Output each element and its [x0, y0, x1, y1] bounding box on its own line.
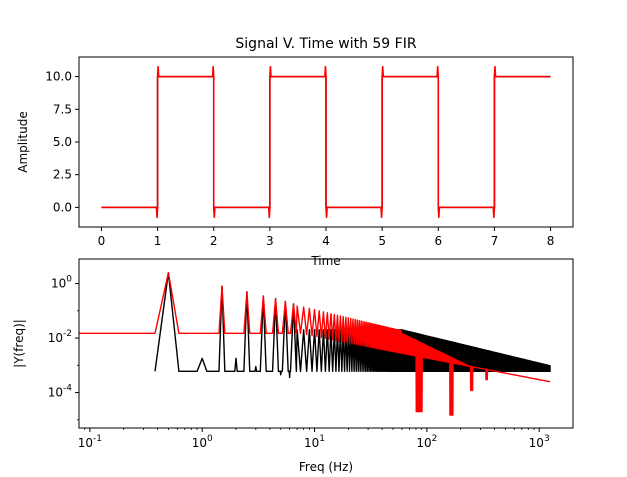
- x-tick-label: 4: [322, 234, 330, 248]
- time-y-ticks: 0.0 2.5 5.0 7.5 10.0: [45, 70, 79, 214]
- time-x-label: Time: [310, 254, 340, 268]
- x-tick-label: 10-1: [78, 434, 102, 450]
- frequency-y-ticks: 10-4 10-2 100: [48, 275, 79, 421]
- x-tick-label: 8: [547, 234, 555, 248]
- y-tick-label: 10.0: [45, 70, 72, 84]
- y-tick-label: 0.0: [53, 200, 72, 214]
- frequency-x-ticks: 10-1 100 101 102 103: [78, 428, 550, 450]
- x-tick-label: 103: [529, 434, 550, 450]
- y-tick-label: 2.5: [53, 168, 72, 182]
- y-tick-label: 5.0: [53, 135, 72, 149]
- x-tick-label: 101: [304, 434, 325, 450]
- x-tick-label: 2: [210, 234, 218, 248]
- x-tick-label: 3: [266, 234, 274, 248]
- time-y-label: Amplitude: [16, 111, 30, 173]
- frequency-axes-frame: [78, 258, 574, 429]
- square-wave-spectrum-line: [154, 272, 551, 379]
- x-tick-label: 7: [491, 234, 499, 248]
- x-tick-label: 102: [416, 434, 437, 450]
- time-plot-title: Signal V. Time with 59 FIR: [235, 36, 416, 52]
- y-tick-label: 7.5: [53, 102, 72, 116]
- frequency-x-label: Freq (Hz): [299, 460, 353, 474]
- filtered-signal-line: [101, 66, 551, 218]
- filtered-spectrum-line: [79, 272, 551, 416]
- frequency-axes: 10-1 100 101 102 103 10-4 10-2 100 Freq (Hz) |…: [12, 258, 574, 474]
- frequency-y-label: |Y(freq)|: [12, 319, 26, 368]
- x-tick-label: 0: [98, 234, 106, 248]
- frequency-series-group: [79, 272, 551, 416]
- time-axes-frame: [78, 56, 574, 228]
- time-axes: Signal V. Time with 59 FIR 0 1 2 3 4 5 6 7 8 0.0…: [16, 36, 574, 268]
- y-tick-label: 10-4: [48, 384, 73, 400]
- frequency-plot-lines: [79, 272, 551, 416]
- time-plot-lines: [101, 66, 551, 218]
- x-tick-label: 5: [378, 234, 386, 248]
- y-tick-label: 10-2: [48, 329, 72, 345]
- x-tick-label: 1: [154, 234, 162, 248]
- y-tick-label: 100: [51, 275, 72, 291]
- time-x-ticks: 0 1 2 3 4 5 6 7 8: [98, 227, 555, 248]
- x-tick-label: 6: [434, 234, 442, 248]
- x-tick-label: 100: [192, 434, 213, 450]
